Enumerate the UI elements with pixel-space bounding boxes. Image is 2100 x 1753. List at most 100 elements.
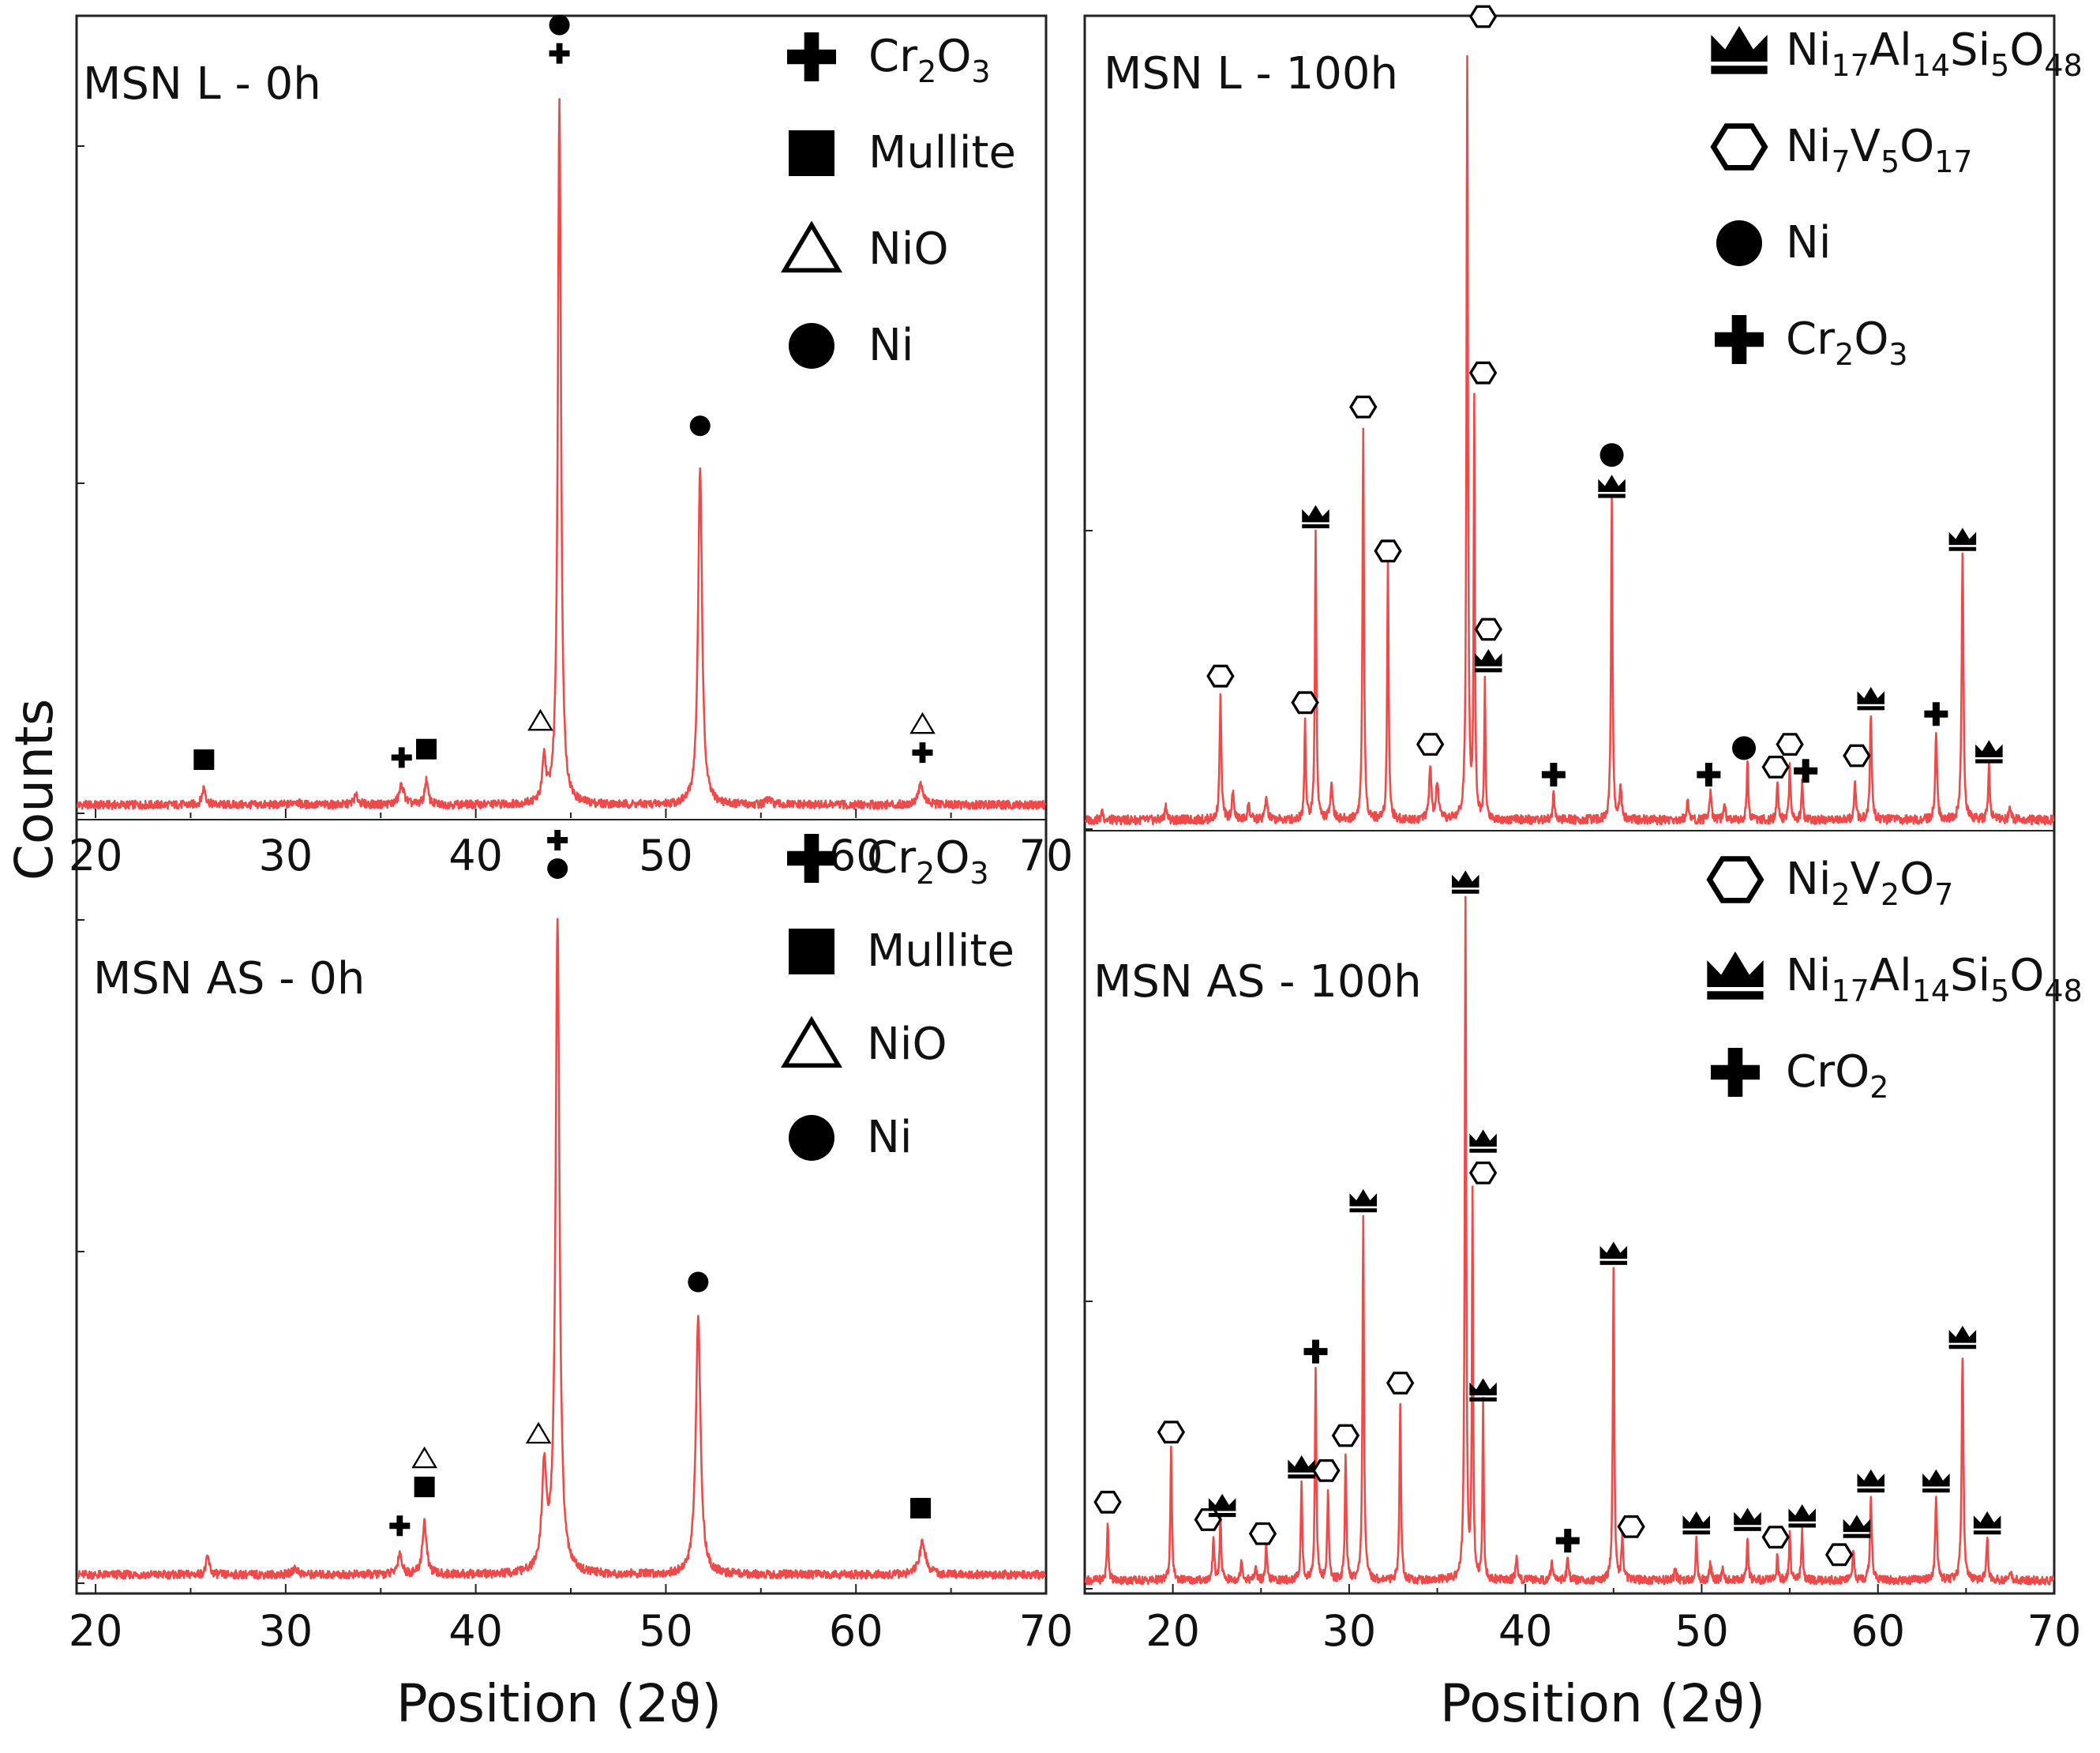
peak-marker-square: [193, 749, 215, 771]
legend-marker-hexagon: [1710, 123, 1768, 171]
peak-marker-plus: [1303, 1339, 1328, 1364]
legend-marker-plus: [1711, 1048, 1760, 1097]
peak-marker-triangle: [909, 711, 936, 734]
peak-marker-crown: [1843, 1515, 1871, 1538]
peak-marker-hexagon: [1776, 733, 1804, 756]
peak-marker-hexagon: [1761, 1526, 1790, 1549]
x-tick-label: 50: [1674, 1606, 1729, 1656]
peak-marker-crown: [1598, 475, 1626, 498]
peak-marker-crown: [1857, 687, 1885, 711]
peak-marker-triangle: [527, 708, 553, 731]
peak-marker-circle: [549, 14, 570, 36]
x-tick-label: 30: [1322, 1606, 1377, 1656]
peak-marker-crown: [1948, 1325, 1977, 1349]
peak-marker-circle: [1732, 736, 1757, 760]
legend-label: NiO: [868, 223, 949, 275]
peak-marker-crown: [1349, 1188, 1378, 1213]
peak-marker-plus: [1555, 1529, 1580, 1553]
peak-marker-plus: [1794, 759, 1818, 783]
x-axis-label-left: Position (2ϑ): [396, 1673, 722, 1734]
chart-msn-l-0h: MSN L - 0h 20 30 40 50 60 70 Cr2O3 Mullite NiO Ni: [69, 14, 1073, 880]
peak-marker-hexagon: [1157, 1421, 1186, 1443]
legend-label: Ni7V5O17: [1786, 121, 1973, 179]
legend-label: Mullite: [868, 127, 1016, 178]
panel-title: MSN AS - 0h: [93, 953, 365, 1004]
peak-marker-hexagon: [1312, 1458, 1341, 1482]
legend-marker-hexagon: [1706, 856, 1764, 903]
peak-marker-crown: [1469, 1378, 1497, 1402]
x-tick-label: 30: [259, 1606, 313, 1656]
peak-marker-circle: [547, 858, 568, 879]
chart-msn-as-100h: MSN AS - 100h 20 30 40 50 60 70 Ni2V2O7 Ni17Al14…: [1084, 854, 2083, 1656]
peak-marker-hexagon: [1468, 1162, 1498, 1184]
peak-marker-crown: [1857, 1469, 1885, 1493]
legend-label: Cr2O3: [868, 31, 991, 89]
peak-marker-triangle: [411, 1446, 437, 1469]
legend-label: CrO2: [1786, 1046, 1888, 1105]
peak-marker-hexagon: [1416, 733, 1445, 756]
peak-marker-circle: [689, 415, 711, 437]
legend-marker-triangle: [780, 220, 843, 273]
peak-marker-square: [910, 1497, 932, 1518]
peak-marker-hexagon: [1349, 396, 1378, 419]
peak-marker-hexagon: [1331, 1424, 1360, 1447]
legend-label: Cr2O3: [1786, 313, 1908, 372]
x-tick-label: 60: [1851, 1606, 1905, 1656]
peak-marker-crown: [1788, 1504, 1816, 1528]
legend-label: Ni17Al14Si5O48: [1786, 24, 2083, 83]
peak-marker-crown: [1288, 1455, 1315, 1479]
peak-marker-hexagon: [1824, 1543, 1854, 1567]
x-tick-label: 50: [639, 1606, 693, 1656]
x-tick-label: 40: [448, 1606, 503, 1656]
peak-marker-plus: [1697, 763, 1721, 786]
legend-marker-square: [789, 130, 834, 176]
x-tick-label: 60: [829, 831, 883, 880]
x-tick-label: 40: [1498, 1606, 1553, 1656]
peak-marker-hexagon: [1617, 1515, 1645, 1538]
x-tick-label: 50: [639, 831, 693, 880]
peak-marker-crown: [1922, 1469, 1950, 1493]
x-tick-label: 20: [69, 831, 123, 880]
legend-label: Ni: [867, 1112, 912, 1163]
peak-marker-crown: [1973, 1511, 2001, 1535]
peak-marker-hexagon: [1194, 1508, 1222, 1531]
legend-label: Ni2V2O7: [1786, 854, 1953, 912]
peak-marker-plus: [389, 1515, 411, 1537]
peak-marker-hexagon: [1843, 744, 1871, 768]
panel-title: MSN AS - 100h: [1093, 956, 1422, 1008]
legend-marker-crown: [1707, 952, 1764, 1000]
legend-label: Mullite: [867, 925, 1014, 977]
peak-marker-hexagon: [1761, 756, 1790, 779]
peak-marker-crown: [1208, 1493, 1236, 1518]
xrd-trace: [1084, 54, 2055, 826]
peak-marker-crown: [1302, 505, 1329, 528]
xrd-trace: [77, 918, 1046, 1580]
xrd-trace: [1084, 895, 2055, 1586]
peak-marker-hexagon: [1386, 1372, 1415, 1395]
peak-marker-crown: [1682, 1511, 1711, 1535]
peak-marker-square: [416, 738, 437, 760]
legend-label: Ni: [868, 320, 913, 371]
legend-marker-triangle: [780, 1015, 843, 1068]
peak-marker-plus: [1924, 702, 1948, 726]
legend-marker-square: [789, 929, 834, 974]
x-tick-label: 60: [829, 1606, 883, 1656]
panel-title: MSN L - 100h: [1104, 48, 1398, 99]
peak-marker-crown: [1452, 870, 1479, 894]
panel-title: MSN L - 0h: [83, 58, 321, 110]
peak-marker-square: [414, 1477, 435, 1498]
peak-marker-hexagon: [1374, 539, 1402, 563]
x-tick-label: 70: [1019, 1606, 1074, 1656]
legend-marker-circle: [1716, 220, 1762, 266]
chart-msn-l-100h: MSN L - 100h Ni17Al14Si5O48 Ni7V5O17 Ni Cr2O…: [1084, 5, 2083, 830]
panel-frame-right: [1083, 14, 2056, 1595]
peak-marker-crown: [1469, 1129, 1497, 1153]
peak-marker-crown: [1975, 740, 2003, 764]
peak-marker-plus: [547, 829, 568, 850]
legend-label: Ni: [1786, 217, 1831, 268]
peak-marker-plus: [912, 742, 933, 764]
peak-marker-circle: [1599, 443, 1624, 467]
peak-marker-hexagon: [1474, 617, 1502, 641]
x-tick-label: 70: [2027, 1606, 2082, 1656]
